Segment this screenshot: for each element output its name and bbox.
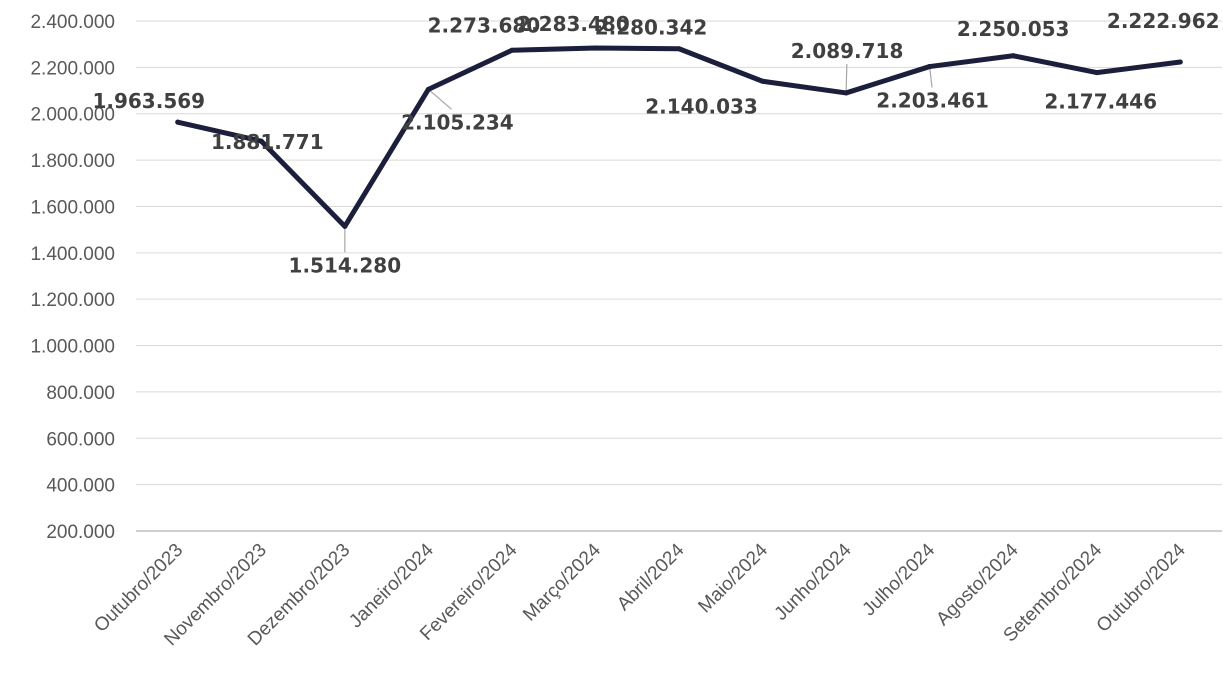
x-tick-label: Junho/2024 [771,539,856,624]
y-tick-label: 600.000 [46,429,115,450]
label-leader-line [427,88,452,110]
x-tick-label: Abril/2024 [613,539,689,615]
y-tick-label: 800.000 [46,383,115,404]
data-label: 2.250.053 [957,17,1070,41]
data-point [342,223,348,229]
data-label: 1.881.771 [211,130,324,154]
y-tick-label: 1.800.000 [30,151,115,172]
data-label: 2.222.962 [1107,9,1220,33]
x-tick-label: Maio/2024 [694,539,772,617]
data-point [1177,59,1183,65]
data-label: 2.105.234 [401,110,514,134]
label-leaders [344,63,933,253]
data-label: 2.283.480 [517,12,630,36]
y-tick-label: 1.400.000 [30,244,115,265]
x-tick-label: Outubro/2024 [1093,539,1190,636]
x-tick-label: Agosto/2024 [932,539,1023,630]
x-tick-label: Julho/2024 [859,539,940,620]
x-tick-label: Março/2024 [519,539,605,625]
label-leader-line [845,63,848,93]
data-point [175,119,181,125]
data-label: 1.963.569 [92,89,205,113]
data-point [676,46,682,52]
y-tick-label: 1.000.000 [30,337,115,358]
y-tick-label: 200.000 [46,522,115,543]
series-line-path [175,45,1183,229]
data-point [760,78,766,84]
y-tick-label: 400.000 [46,476,115,497]
data-label: 2.140.033 [645,94,758,118]
y-tick-label: 2.000.000 [30,105,115,126]
x-axis: Outubro/2023Novembro/2023Dezembro/2023Ja… [90,530,1222,650]
data-label: 2.280.342 [595,16,708,40]
gridlines [136,20,1222,486]
data-label: 2.177.446 [1044,90,1157,114]
label-leader-line [929,66,933,88]
data-point [927,64,933,70]
data-label: 2.203.461 [876,89,989,113]
y-axis: 200.000 400.000 600.000 800.000 1.000.000 1.2… [30,12,115,543]
data-point [1010,53,1016,59]
data-point [258,138,264,144]
data-point [843,90,849,96]
series-line [175,45,1183,229]
data-label: 1.514.280 [289,253,402,277]
y-tick-label: 2.200.000 [30,58,115,79]
data-label: 2.273.680 [428,13,541,37]
y-tick-label: 2.400.000 [30,12,115,33]
y-tick-label: 1.600.000 [30,197,115,218]
x-tick-label: Janeiro/2024 [345,539,438,632]
data-point [425,86,431,92]
data-point [1094,70,1100,76]
y-tick-label: 1.200.000 [30,290,115,311]
data-point [592,45,598,51]
data-label: 2.089.718 [791,39,904,63]
data-point [509,47,515,53]
